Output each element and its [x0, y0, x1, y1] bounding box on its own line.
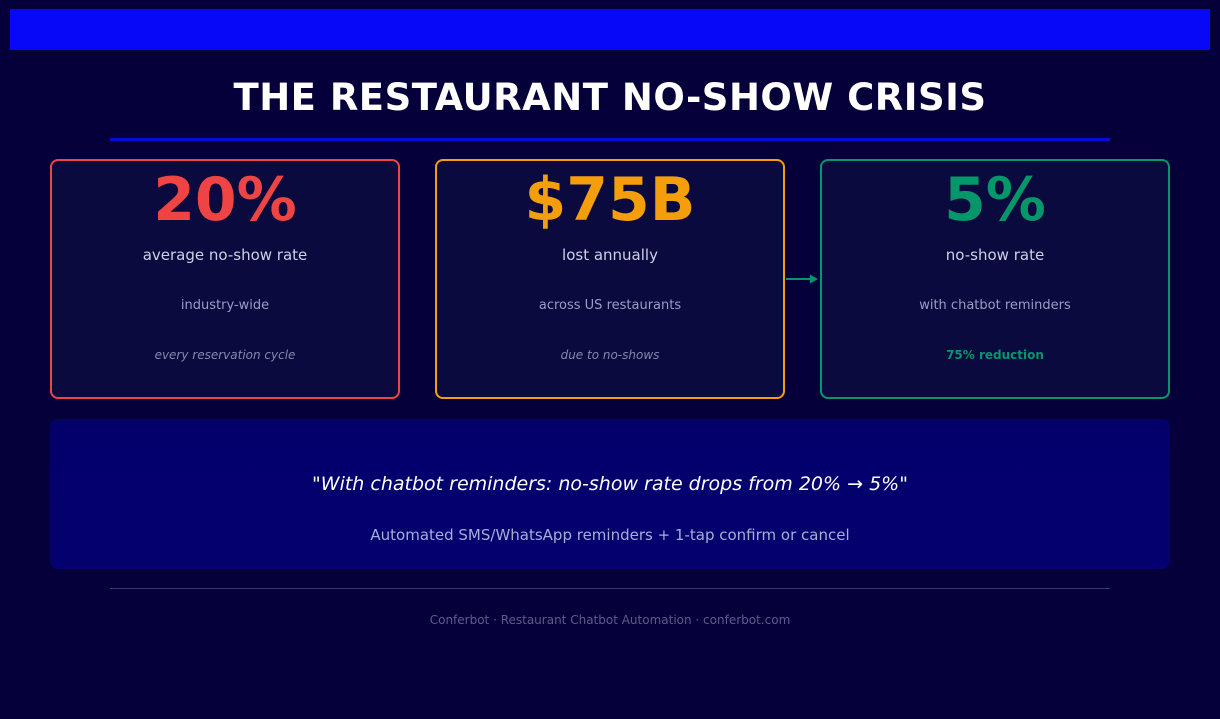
- quote-subtext: Automated SMS/WhatsApp reminders + 1-tap…: [370, 526, 850, 544]
- stat-sub: across US restaurants: [538, 298, 682, 313]
- stat-card-lost-annually: $75B lost annually across US restaurants…: [435, 159, 785, 399]
- stat-value: 20%: [153, 165, 297, 235]
- stat-sub: industry-wide: [180, 298, 270, 313]
- page-title: THE RESTAURANT NO-SHOW CRISIS: [233, 76, 987, 119]
- stat-sub: with chatbot reminders: [919, 298, 1071, 313]
- stat-value: 5%: [944, 165, 1046, 235]
- arrow-right-icon: [786, 274, 818, 284]
- footer-credits: Conferbot · Restaurant Chatbot Automatio…: [429, 613, 791, 627]
- title-divider: [110, 138, 1110, 141]
- stat-label: average no-show rate: [142, 246, 308, 264]
- stat-card-chatbot-rate: 5% no-show rate with chatbot reminders 7…: [820, 159, 1170, 399]
- stat-note: every reservation cycle: [154, 348, 296, 362]
- top-banner: [10, 9, 1210, 50]
- stat-label: lost annually: [562, 246, 658, 264]
- stat-card-no-show-rate: 20% average no-show rate industry-wide e…: [50, 159, 400, 399]
- reduction-note: 75% reduction: [946, 348, 1044, 362]
- stat-note: due to no-shows: [560, 348, 660, 362]
- footer-divider: [110, 588, 1110, 589]
- quote-panel: "With chatbot reminders: no-show rate dr…: [50, 419, 1170, 569]
- stat-label: no-show rate: [945, 246, 1045, 264]
- quote-text: "With chatbot reminders: no-show rate dr…: [312, 473, 908, 495]
- stat-value: $75B: [524, 165, 696, 235]
